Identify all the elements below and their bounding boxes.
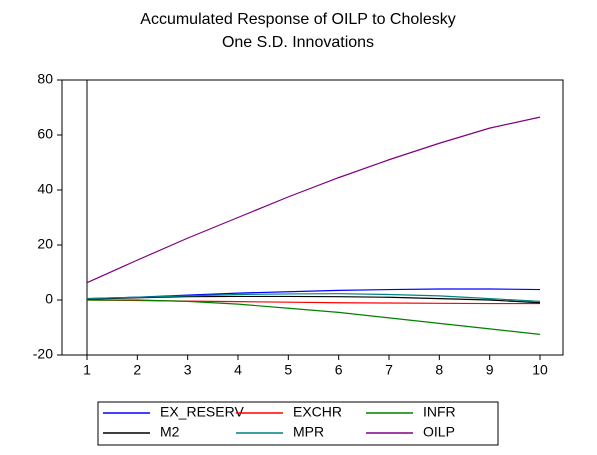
y-tick-label: 0: [45, 291, 53, 307]
x-tick-label: 7: [385, 362, 393, 378]
legend-label: EX_RESERV: [160, 404, 244, 420]
legend-label: INFR: [423, 404, 456, 420]
legend-label: MPR: [293, 424, 324, 440]
x-tick-label: 1: [83, 362, 91, 378]
series-line: [87, 299, 541, 335]
legend-label: M2: [160, 424, 180, 440]
x-tick-label: 6: [335, 362, 343, 378]
legend-label: OILP: [423, 424, 455, 440]
series-line: [86, 116, 541, 284]
chart-title: Accumulated Response of OILP to Cholesky: [140, 11, 455, 28]
chart-subtitle: One S.D. Innovations: [222, 34, 374, 51]
y-tick-label: 80: [37, 71, 53, 87]
series-line: [86, 295, 541, 304]
legend-label: EXCHR: [293, 404, 342, 420]
series-line: [86, 293, 541, 302]
y-tick-label: -20: [33, 346, 53, 362]
x-tick-label: 2: [133, 362, 141, 378]
y-tick-label: 20: [37, 236, 53, 252]
x-tick-label: 5: [284, 362, 292, 378]
y-tick-label: 60: [37, 126, 53, 142]
x-tick-label: 9: [486, 362, 494, 378]
x-tick-label: 4: [234, 362, 242, 378]
x-tick-label: 10: [532, 362, 548, 378]
plot-frame: [61, 79, 564, 356]
y-tick-label: 40: [37, 181, 53, 197]
legend-box: [97, 401, 499, 446]
x-tick-label: 8: [435, 362, 443, 378]
x-tick-label: 3: [184, 362, 192, 378]
